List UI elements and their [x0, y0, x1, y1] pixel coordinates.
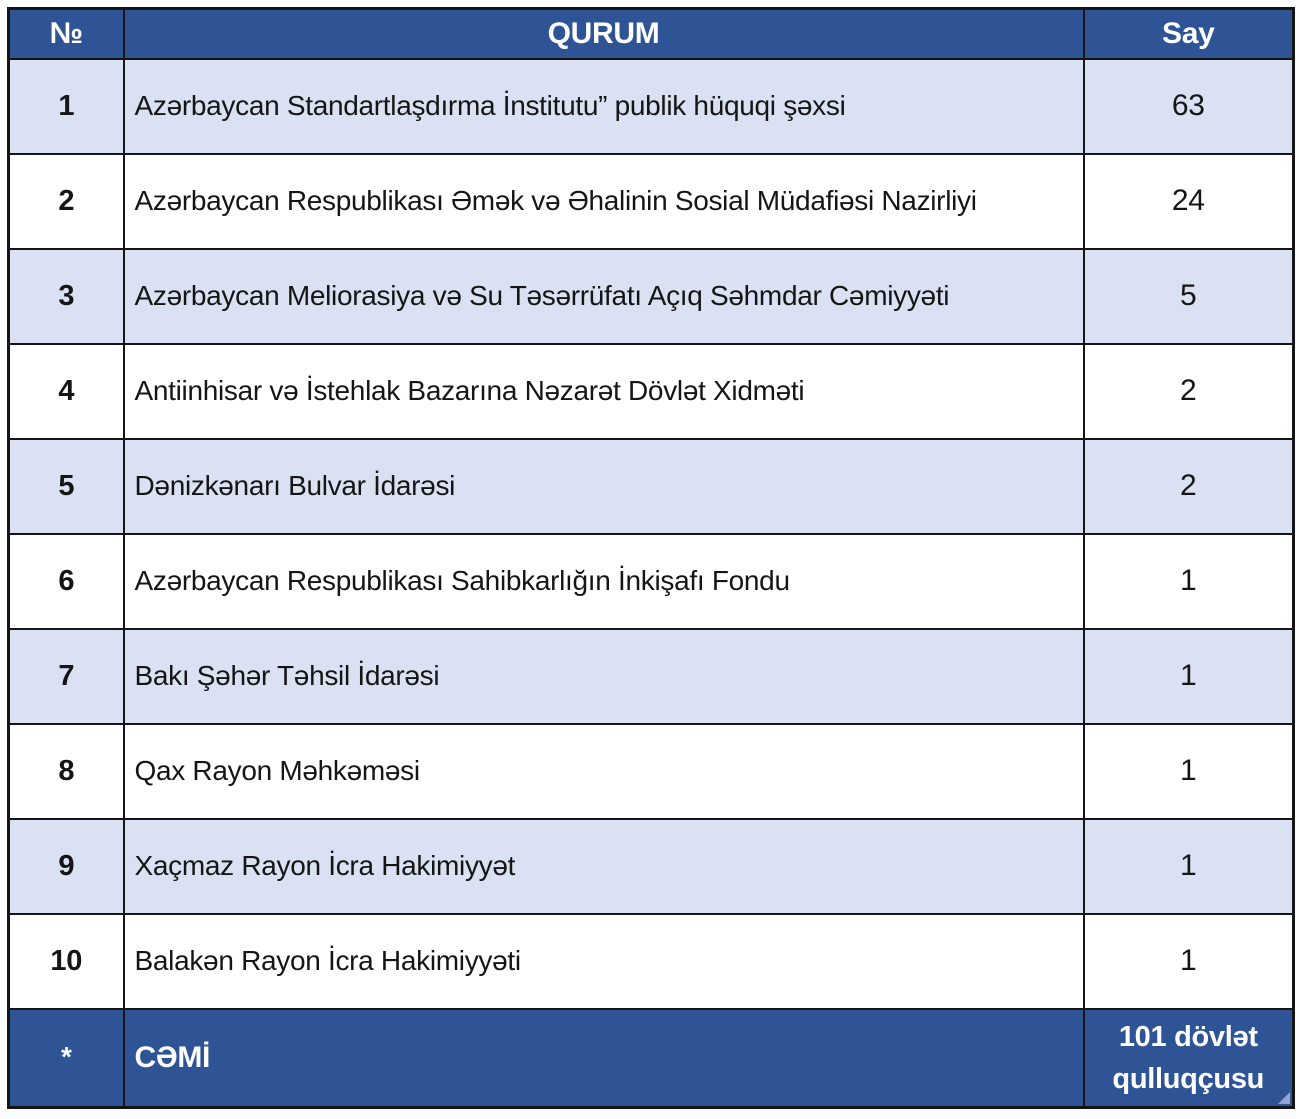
corner-triangle-artifact [1278, 1091, 1290, 1104]
col-header-say: Say [1082, 7, 1295, 60]
row-number: 10 [7, 912, 125, 1010]
count-value: 1 [1082, 912, 1295, 1010]
table-row: 1 Azərbaycan Standartlaşdırma İnstitutu”… [7, 57, 1295, 155]
col-header-no: № [7, 7, 125, 60]
org-name: Azərbaycan Respublikası Əmək və Əhalinin… [122, 152, 1085, 250]
row-number: 6 [7, 532, 125, 630]
row-number: 1 [7, 57, 125, 155]
org-name: Azərbaycan Standartlaşdırma İnstitutu” p… [122, 57, 1085, 155]
total-value: 101 dövlət qulluqçusu [1082, 1007, 1295, 1109]
org-name: Qax Rayon Məhkəməsi [122, 722, 1085, 820]
count-value: 5 [1082, 247, 1295, 345]
org-name: Antiinhisar və İstehlak Bazarına Nəzarət… [122, 342, 1085, 440]
table-row: 6 Azərbaycan Respublikası Sahibkarlığın … [7, 532, 1295, 630]
row-number: 4 [7, 342, 125, 440]
count-value: 1 [1082, 817, 1295, 915]
total-row: * CƏMİ 101 dövlət qulluqçusu [7, 1007, 1295, 1109]
row-number: 5 [7, 437, 125, 535]
row-number: 8 [7, 722, 125, 820]
count-value: 24 [1082, 152, 1295, 250]
table-row: 9 Xaçmaz Rayon İcra Hakimiyyət 1 [7, 817, 1295, 915]
row-number: 3 [7, 247, 125, 345]
col-header-qurum: QURUM [122, 7, 1085, 60]
row-number: 9 [7, 817, 125, 915]
count-value: 1 [1082, 532, 1295, 630]
table-body: 1 Azərbaycan Standartlaşdırma İnstitutu”… [7, 57, 1295, 1010]
table-row: 8 Qax Rayon Məhkəməsi 1 [7, 722, 1295, 820]
org-name: Balakən Rayon İcra Hakimiyyəti [122, 912, 1085, 1010]
org-name: Azərbaycan Respublikası Sahibkarlığın İn… [122, 532, 1085, 630]
table-row: 4 Antiinhisar və İstehlak Bazarına Nəzar… [7, 342, 1295, 440]
count-value: 2 [1082, 342, 1295, 440]
table-row: 10 Balakən Rayon İcra Hakimiyyəti 1 [7, 912, 1295, 1010]
total-marker: * [7, 1007, 125, 1109]
table-row: 2 Azərbaycan Respublikası Əmək və Əhalin… [7, 152, 1295, 250]
org-name: Xaçmaz Rayon İcra Hakimiyyət [122, 817, 1085, 915]
org-name: Bakı Şəhər Təhsil İdarəsi [122, 627, 1085, 725]
row-number: 2 [7, 152, 125, 250]
table-row: 3 Azərbaycan Meliorasiya və Su Təsərrüfa… [7, 247, 1295, 345]
org-name: Dənizkənarı Bulvar İdarəsi [122, 437, 1085, 535]
org-name: Azərbaycan Meliorasiya və Su Təsərrüfatı… [122, 247, 1085, 345]
count-value: 2 [1082, 437, 1295, 535]
row-number: 7 [7, 627, 125, 725]
header-row: № QURUM Say [7, 7, 1295, 60]
total-label: CƏMİ [122, 1007, 1085, 1109]
table-row: 5 Dənizkənarı Bulvar İdarəsi 2 [7, 437, 1295, 535]
count-value: 1 [1082, 627, 1295, 725]
count-value: 1 [1082, 722, 1295, 820]
count-value: 63 [1082, 57, 1295, 155]
org-count-table: № QURUM Say 1 Azərbaycan Standartlaşdırm… [7, 7, 1295, 1109]
table-row: 7 Bakı Şəhər Təhsil İdarəsi 1 [7, 627, 1295, 725]
